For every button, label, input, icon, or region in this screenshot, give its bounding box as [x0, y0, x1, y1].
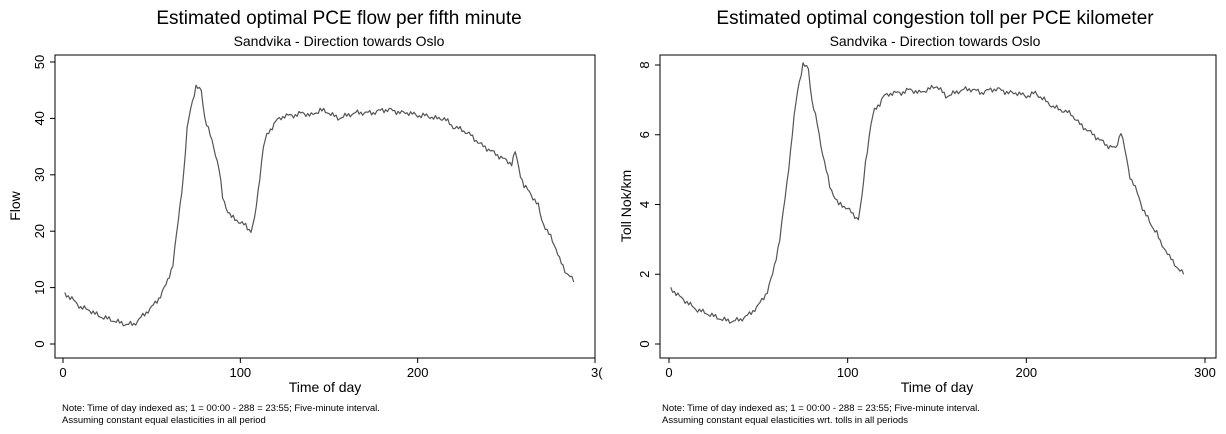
y-tick-label: 4 [637, 201, 652, 208]
chart-title: Estimated optimal PCE flow per fifth min… [156, 8, 521, 29]
x-axis-label: Time of day [901, 379, 974, 395]
note-line-1: Note: Time of day indexed as; 1 = 00:00 … [62, 403, 380, 414]
y-tick-label: 50 [32, 55, 47, 69]
note-line-1: Note: Time of day indexed as; 1 = 00:00 … [662, 403, 980, 414]
y-tick-label: 0 [637, 340, 652, 347]
x-axis-label: Time of day [289, 379, 362, 395]
y-tick-label: 8 [637, 61, 652, 68]
chart-title: Estimated optimal congestion toll per PC… [716, 8, 1154, 29]
x-tick-label: 100 [229, 365, 251, 380]
axis-ticks: 0 100 200 3( 0 10 20 30 40 50 [32, 55, 603, 380]
y-tick-label: 40 [32, 111, 47, 125]
chart-flow: Estimated optimal PCE flow per fifth min… [7, 8, 603, 426]
x-tick-label: 300 [1194, 365, 1216, 380]
note-line-2: Assuming constant equal elasticities in … [62, 415, 266, 426]
chart-toll: Estimated optimal congestion toll per PC… [618, 8, 1217, 426]
x-tick-label: 0 [665, 365, 672, 380]
x-tick-label: 200 [1015, 365, 1037, 380]
y-axis-label: Flow [7, 190, 23, 220]
y-axis-label: Toll Nok/km [618, 170, 634, 242]
note-line-2: Assuming constant equal elasticities wrt… [662, 415, 908, 426]
y-tick-label: 10 [32, 280, 47, 294]
x-tick-label: 200 [407, 365, 429, 380]
plot-area [659, 54, 1217, 359]
chart-subtitle: Sandvika - Direction towards Oslo [234, 33, 445, 49]
y-tick-label: 0 [32, 340, 47, 347]
series-line-toll [670, 62, 1185, 324]
axis-ticks: 0 100 200 300 0 2 4 6 8 [637, 61, 1216, 380]
plot-area [54, 54, 596, 359]
y-tick-label: 6 [637, 131, 652, 138]
series-line-flow [64, 84, 575, 327]
y-tick-label: 30 [32, 168, 47, 182]
chart-subtitle: Sandvika - Direction towards Oslo [830, 33, 1041, 49]
y-tick-label: 2 [637, 271, 652, 278]
x-tick-label: 0 [59, 365, 66, 380]
y-tick-label: 20 [32, 224, 47, 238]
x-tick-label: 100 [837, 365, 859, 380]
x-tick-label: 3( [591, 365, 603, 380]
